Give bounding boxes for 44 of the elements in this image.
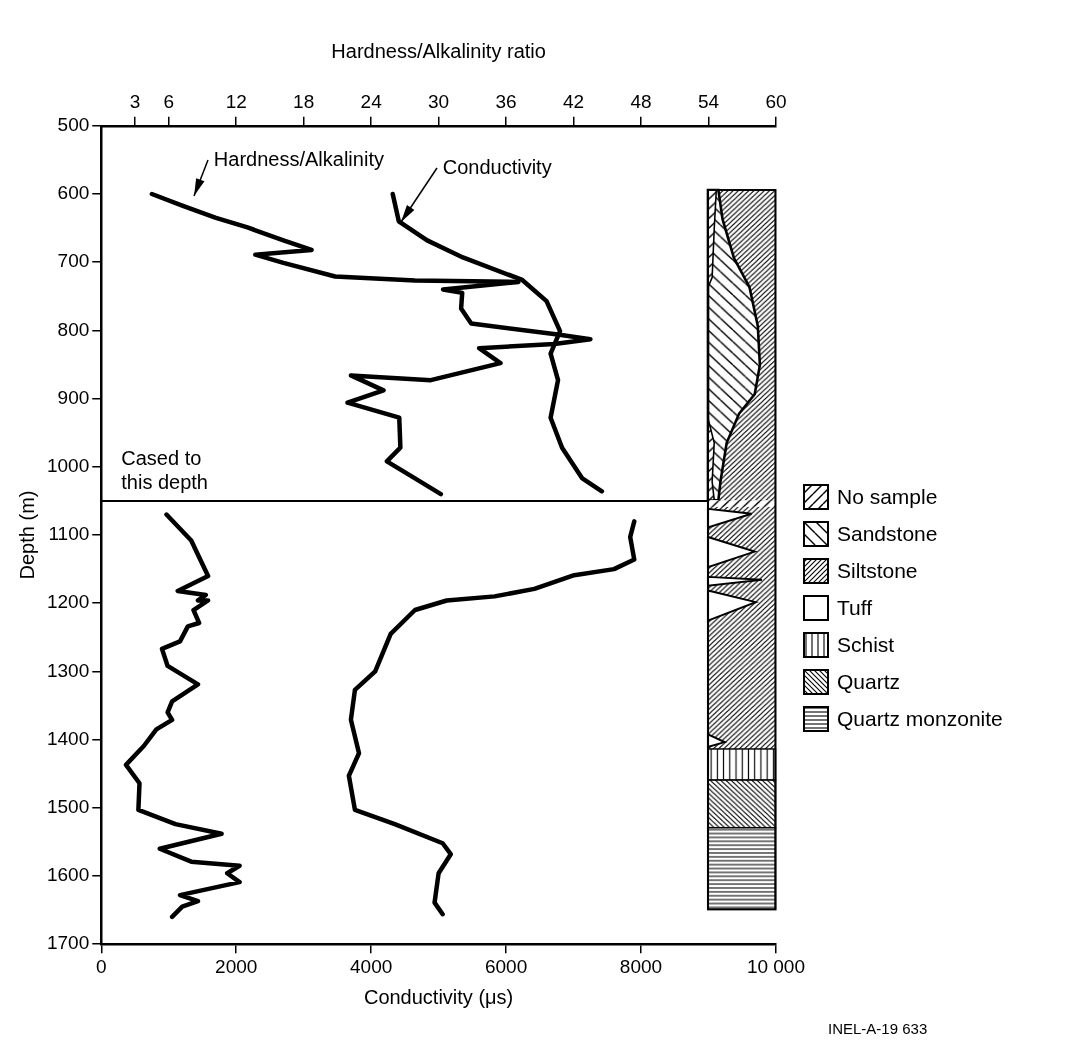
y-axis-title: Depth (m) [15,490,38,580]
y-tick-label: 1000 [46,455,90,477]
y-tick-label: 1500 [46,796,90,818]
text: Conductivity [442,155,552,178]
ref-line-label: Cased to this depth [121,446,208,493]
y-tick-label: 1700 [46,932,90,954]
y-tick-label: 900 [57,386,90,408]
y-tick-label: 500 [57,114,90,136]
text: Hardness/Alkalinity [213,147,384,170]
y-tick-label: 700 [57,250,90,272]
x2-tick-label: 6 [163,90,175,112]
x2-tick-label: 60 [765,90,787,112]
y-tick-label: 1400 [46,727,90,749]
x2-tick-label: 48 [630,90,652,112]
x2-tick-label: 12 [225,90,247,112]
x-tick-label: 4000 [350,955,393,977]
text: INEL-A-19 633 [828,1020,928,1037]
x-tick-label: 2000 [215,955,258,977]
text: Siltstone [837,558,918,583]
text: Sandstone [837,521,938,546]
y-tick-label: 1600 [46,864,90,886]
y-tick-label: 1300 [46,659,90,681]
y-tick-label: 1200 [46,591,90,613]
text: Tuff [837,595,873,620]
x2-tick-label: 36 [495,90,517,112]
x-tick-label: 8000 [619,955,663,977]
x-tick-label: 10 000 [746,955,806,977]
x2-tick-label: 3 [129,90,141,112]
text: Schist [837,632,895,657]
x2-tick-label: 30 [428,90,450,112]
text: No sample [837,484,938,509]
x2-axis-title: Hardness/Alkalinity ratio [331,39,546,62]
x2-tick-label: 54 [697,90,720,112]
x-tick-label: 0 [95,955,107,977]
text: Quartz monzonite [837,706,1003,731]
x2-tick-label: 42 [562,90,585,112]
x-axis-title: Conductivity (μs) [363,985,514,1008]
y-tick-label: 1100 [48,523,90,545]
x2-tick-label: 24 [360,90,383,112]
text: Quartz [837,669,901,694]
y-tick-label: 600 [57,182,90,204]
x2-tick-label: 18 [293,90,315,112]
x-tick-label: 6000 [484,955,528,977]
y-tick-label: 800 [57,318,90,340]
